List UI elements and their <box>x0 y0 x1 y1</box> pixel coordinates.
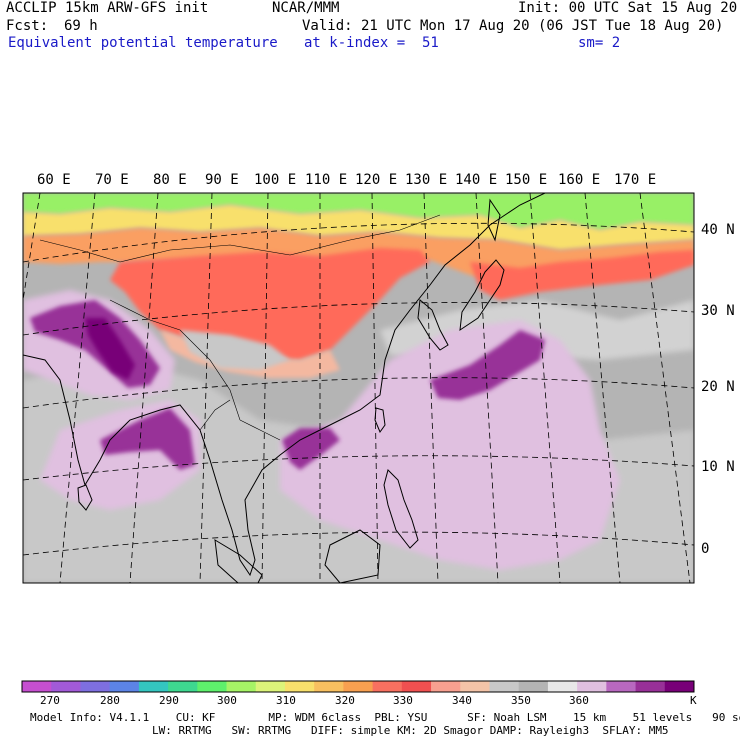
coastlines <box>23 193 546 583</box>
colorbar-label-310: 310 <box>276 694 296 707</box>
colorbar-swatch <box>226 681 257 692</box>
colorbar-swatch <box>22 681 52 692</box>
coast-japan <box>459 259 505 332</box>
lon-label-130e: 130 E <box>405 172 448 188</box>
model-info-line1: Model Info: V4.1.1 CU: KF MP: WDM 6class… <box>30 711 740 724</box>
colorbar-swatch <box>255 681 286 692</box>
colorbar-frame <box>21 680 695 693</box>
lon-label-60e: 60 E <box>37 172 71 188</box>
colorbar-swatch <box>168 681 198 692</box>
colorbar-swatch <box>284 681 315 692</box>
colorbar-swatch <box>431 681 461 692</box>
colorbar-swatch <box>80 681 111 692</box>
smoothing-value: sm= 2 <box>578 35 621 51</box>
lon-label-140e: 140 E <box>455 172 498 188</box>
graticule <box>23 193 694 583</box>
colorbar-swatch <box>518 681 549 692</box>
cold-field-yellow <box>23 205 694 250</box>
model-info-line2: LW: RRTMG SW: RRTMG DIFF: simple KM: 2D … <box>152 724 669 737</box>
colorbar-label-270: 270 <box>40 694 60 707</box>
colorbar-swatch <box>51 681 81 692</box>
coast-sumatra <box>214 539 263 583</box>
warm-field-salmon <box>160 330 340 378</box>
colorbar-label-290: 290 <box>159 694 179 707</box>
center-name: NCAR/MMM <box>272 0 340 16</box>
colorbar-swatch <box>401 681 432 692</box>
colorbar-swatch <box>343 681 374 692</box>
moist-field-pacific-dark <box>430 330 545 400</box>
gray-field-tibet <box>180 330 290 370</box>
lon-label-110e: 110 E <box>305 172 348 188</box>
moist-field-pacific-light <box>280 320 620 570</box>
lon-label-150e: 150 E <box>505 172 548 188</box>
moist-field-scs-dark <box>282 428 340 470</box>
colorbar <box>22 681 695 692</box>
lat-label-40n: 40 N <box>701 222 735 238</box>
field-name: Equivalent potential temperature <box>8 35 278 51</box>
level-index: at k-index = 51 <box>304 35 439 51</box>
colorbar-swatch <box>109 681 140 692</box>
colorbar-swatch <box>460 681 490 692</box>
init-time: Init: 00 UTC Sat 15 Aug 20 <box>518 0 738 16</box>
coast-srilanka <box>77 484 93 511</box>
colorbar-label-360: 360 <box>569 694 589 707</box>
colorbar-swatch <box>372 681 403 692</box>
lon-label-170e: 170 E <box>614 172 657 188</box>
colorbar-swatch <box>489 681 520 692</box>
colorbar-label-300: 300 <box>217 694 237 707</box>
colorbar-label-340: 340 <box>452 694 472 707</box>
warm-field-red-japan <box>470 250 694 300</box>
moist-field-india-core <box>85 318 135 380</box>
forecast-label: Fcst: <box>6 18 49 34</box>
coast-philippines <box>383 469 419 549</box>
moist-field-bay-dark <box>100 408 195 470</box>
lon-label-100e: 100 E <box>254 172 297 188</box>
colorbar-swatch <box>577 681 607 692</box>
lat-label-equator: 0 <box>701 541 710 557</box>
coast-sakhalin <box>487 198 501 242</box>
map-frame <box>22 192 695 584</box>
lat-label-10n: 10 N <box>701 459 735 475</box>
lon-label-160e: 160 E <box>558 172 601 188</box>
colorbar-label-350: 350 <box>511 694 531 707</box>
map-panel <box>23 193 694 583</box>
lon-label-90e: 90 E <box>205 172 239 188</box>
colorbar-swatch <box>314 681 344 692</box>
colorbar-swatch <box>547 681 578 692</box>
colorbar-swatch <box>664 681 695 692</box>
lon-label-80e: 80 E <box>153 172 187 188</box>
colorbar-label-330: 330 <box>393 694 413 707</box>
valid-time: Valid: 21 UTC Mon 17 Aug 20 (06 JST Tue … <box>302 18 724 34</box>
model-title: ACCLIP 15km ARW-GFS init <box>6 0 209 16</box>
colorbar-swatch <box>197 681 228 692</box>
colorbar-swatch <box>138 681 169 692</box>
colorbar-label-280: 280 <box>100 694 120 707</box>
coast-asia <box>23 193 546 577</box>
lon-label-70e: 70 E <box>95 172 129 188</box>
colorbar-label-320: 320 <box>335 694 355 707</box>
forecast-hours: 69 h <box>64 18 98 34</box>
colorbar-swatch <box>606 681 637 692</box>
lat-label-30n: 30 N <box>701 303 735 319</box>
colorbar-unit: K <box>690 694 697 707</box>
lon-label-120e: 120 E <box>355 172 398 188</box>
lat-label-20n: 20 N <box>701 379 735 395</box>
colorbar-swatch <box>635 681 666 692</box>
coast-korea <box>417 299 449 351</box>
